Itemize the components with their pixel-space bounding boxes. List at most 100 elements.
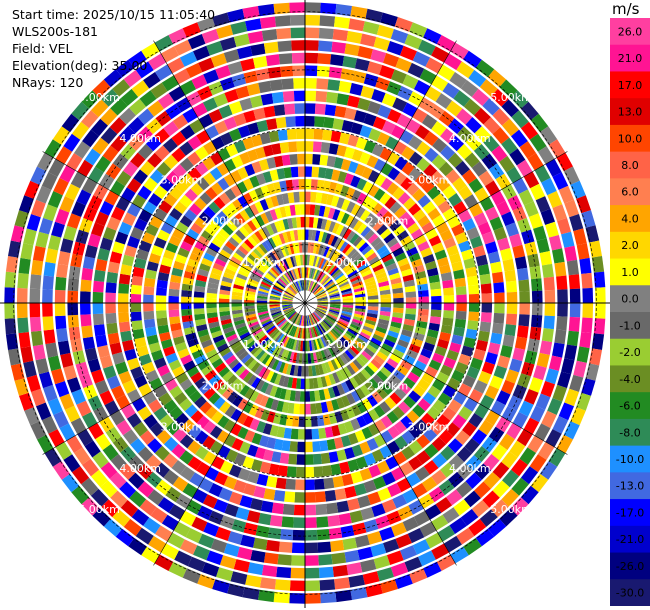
- range-gate-cell: [105, 292, 116, 303]
- range-gate-cell: [512, 177, 528, 195]
- range-gate-cell: [279, 452, 290, 464]
- range-gate-cell: [477, 264, 490, 276]
- range-gate-cell: [431, 352, 445, 364]
- range-gate-cell: [379, 526, 395, 541]
- range-gate-cell: [100, 480, 118, 498]
- range-gate-cell: [352, 318, 363, 325]
- range-gate-cell: [255, 379, 265, 391]
- range-gate-cell: [287, 402, 295, 414]
- range-gate-cell: [473, 348, 486, 361]
- range-gate-cell: [243, 337, 254, 347]
- range-gate-cell: [330, 359, 339, 371]
- range-gate-cell: [305, 504, 317, 516]
- range-gate-cell: [358, 242, 369, 253]
- colorbar-swatch: [610, 499, 650, 527]
- range-gate-cell: [269, 295, 281, 300]
- range-gate-cell: [366, 284, 377, 290]
- range-gate-cell: [279, 142, 290, 154]
- range-gate-cell: [408, 343, 421, 354]
- range-gate-cell: [311, 365, 317, 377]
- range-gate-cell: [330, 299, 341, 302]
- range-gate-cell: [214, 232, 227, 244]
- range-gate-cell: [443, 303, 455, 311]
- range-gate-cell: [336, 340, 346, 351]
- range-gate-cell: [442, 406, 457, 421]
- range-gate-cell: [552, 342, 565, 358]
- range-gate-cell: [255, 215, 265, 227]
- range-gate-cell: [119, 107, 136, 125]
- range-gate-cell: [422, 342, 435, 352]
- range-gate-cell: [314, 204, 321, 216]
- range-gate-cell: [67, 303, 79, 316]
- range-gate-cell: [394, 156, 408, 171]
- range-gate-cell: [247, 253, 259, 264]
- range-gate-cell: [160, 46, 179, 63]
- range-gate-cell: [101, 88, 120, 107]
- range-gate-cell: [363, 479, 377, 493]
- range-gate-cell: [104, 190, 120, 206]
- range-gate-cell: [470, 235, 483, 249]
- range-gate-cell: [279, 320, 289, 330]
- range-gate-cell: [172, 228, 185, 240]
- range-gate-cell: [95, 433, 111, 451]
- range-gate-cell: [379, 192, 391, 205]
- range-gate-cell: [390, 277, 402, 285]
- range-gate-cell: [370, 337, 382, 347]
- range-gate-cell: [394, 435, 408, 450]
- range-gate-cell: [464, 152, 480, 168]
- range-gate-cell: [363, 519, 379, 533]
- range-gate-cell: [4, 318, 17, 335]
- range-gate-cell: [342, 305, 354, 308]
- range-gate-cell: [454, 361, 468, 374]
- range-gate-cell: [401, 430, 415, 445]
- range-gate-cell: [350, 587, 368, 600]
- range-gate-cell: [314, 390, 321, 402]
- range-gate-cell: [359, 441, 371, 455]
- range-gate-cell: [292, 255, 298, 267]
- range-gate-cell: [564, 388, 579, 407]
- range-gate-cell: [186, 228, 200, 240]
- range-gate-cell: [82, 129, 99, 148]
- range-gate-cell: [258, 80, 272, 94]
- range-gate-cell: [186, 366, 200, 378]
- range-gate-cell: [393, 225, 406, 237]
- range-gate-cell: [284, 103, 296, 115]
- range-gate-cell: [296, 141, 305, 152]
- range-gate-cell: [346, 201, 356, 213]
- range-gate-cell: [283, 245, 290, 256]
- range-gate-cell: [120, 330, 133, 342]
- range-gate-cell: [217, 343, 229, 353]
- range-gate-cell: [421, 221, 435, 234]
- range-gate-cell: [483, 117, 501, 134]
- range-gate-cell: [195, 146, 209, 160]
- range-gate-cell: [128, 537, 147, 556]
- range-gate-cell: [351, 321, 362, 328]
- range-gate-cell: [564, 245, 578, 262]
- range-gate-cell: [387, 267, 399, 276]
- range-gate-cell: [235, 365, 246, 377]
- range-gate-cell: [284, 323, 292, 333]
- range-gate-cell: [389, 272, 401, 281]
- range-gate-cell: [122, 254, 135, 267]
- colorbar-swatch: [610, 472, 650, 500]
- range-gate-cell: [301, 328, 304, 339]
- range-gate-cell: [81, 497, 100, 516]
- range-gate-cell: [344, 332, 355, 342]
- range-gate-cell: [479, 196, 495, 212]
- range-gate-cell: [373, 354, 385, 366]
- range-gate-cell: [231, 73, 247, 87]
- range-gate-cell: [320, 218, 328, 230]
- range-gate-cell: [543, 276, 555, 291]
- range-gate-cell: [308, 267, 313, 279]
- range-gate-cell: [218, 228, 230, 240]
- range-gate-cell: [313, 128, 324, 140]
- range-gate-cell: [277, 318, 287, 327]
- range-gate-cell: [129, 490, 147, 508]
- range-gate-cell: [157, 229, 170, 242]
- range-gate-cell: [505, 369, 519, 384]
- range-gate-cell: [272, 286, 283, 293]
- range-gate-cell: [425, 532, 443, 549]
- range-gate-cell: [284, 292, 294, 298]
- range-gate-cell: [368, 128, 382, 142]
- range-gate-cell: [374, 330, 386, 338]
